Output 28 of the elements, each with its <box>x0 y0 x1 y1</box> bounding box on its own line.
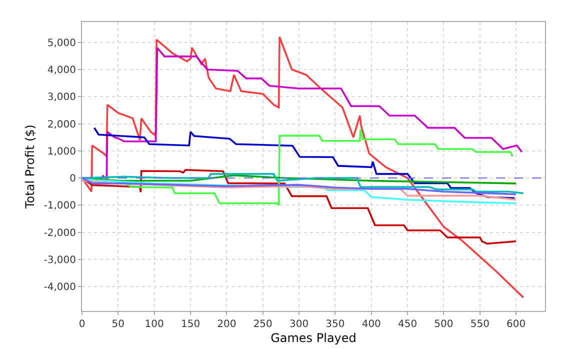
x-tick-label: 500 <box>434 319 454 330</box>
y-tick-label: -2,000 <box>44 228 76 239</box>
x-tick-label: 350 <box>326 319 345 330</box>
line-series <box>82 36 524 298</box>
x-tick-label: 100 <box>144 319 164 330</box>
x-tick-label: 550 <box>470 319 490 330</box>
x-tick-label: 50 <box>112 319 125 330</box>
y-tick-label: 2,000 <box>47 119 76 130</box>
x-tick-label: 400 <box>362 319 381 330</box>
line-series <box>82 173 524 194</box>
x-tick-label: 300 <box>289 319 309 330</box>
x-tick-label: 200 <box>217 319 236 330</box>
y-tick-label: -1,000 <box>44 200 76 212</box>
x-tick-label: 600 <box>506 319 526 330</box>
x-axis-title: Games Played <box>270 330 356 345</box>
x-tick-label: 0 <box>78 319 86 330</box>
line-series <box>101 46 523 179</box>
y-tick-label: -4,000 <box>44 282 76 294</box>
y-tick-label: 5,000 <box>47 38 76 49</box>
y-tick-label: -3,000 <box>44 254 76 266</box>
y-axis-title: Total Profit ($) <box>23 124 38 210</box>
y-tick-label: 1,000 <box>47 146 76 158</box>
x-tick-label: 150 <box>180 319 200 330</box>
x-tick-label: 250 <box>253 319 272 330</box>
y-tick-label: 0 <box>70 174 76 185</box>
y-tick-label: 4,000 <box>47 64 76 76</box>
x-tick-label: 450 <box>398 319 418 330</box>
y-tick-label: 3,000 <box>47 92 76 104</box>
